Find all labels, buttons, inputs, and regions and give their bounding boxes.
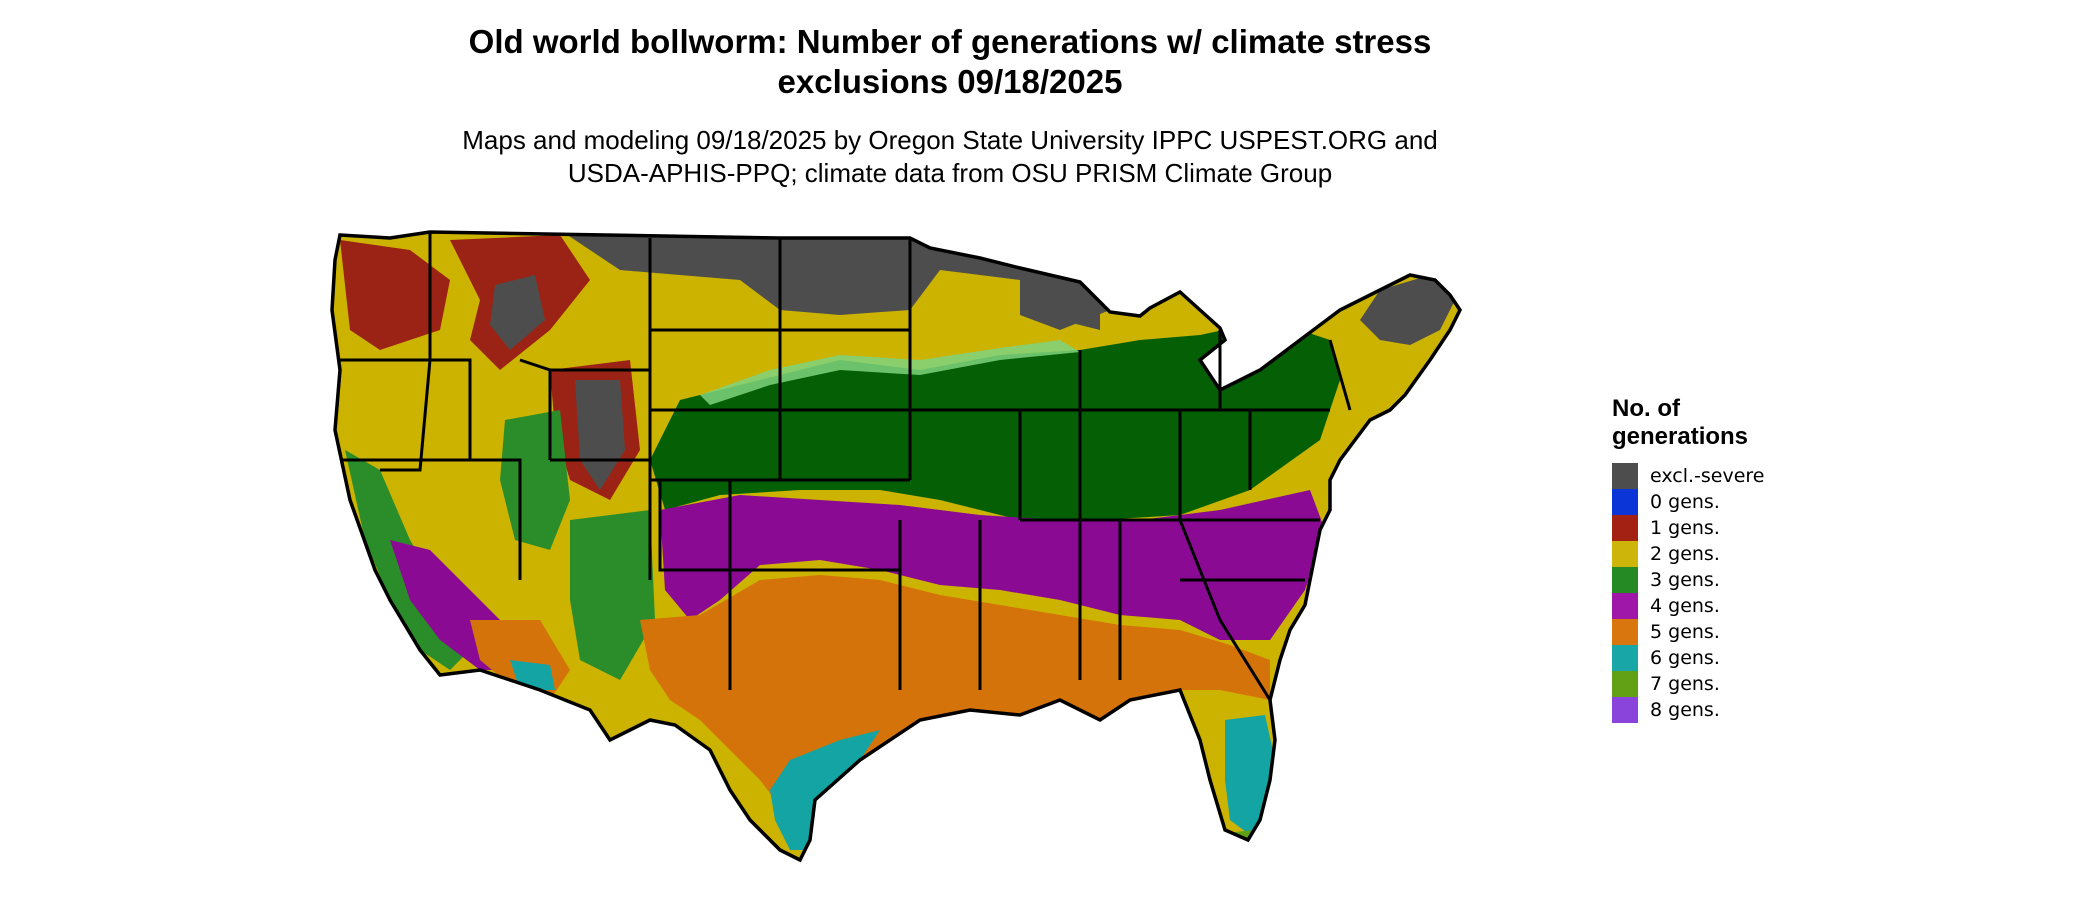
legend-item: 4 gens. — [1612, 593, 1912, 619]
legend-item: 6 gens. — [1612, 645, 1912, 671]
us-generations-map — [330, 230, 1462, 862]
region-excl-maine — [1360, 275, 1455, 345]
legend-swatch — [1612, 463, 1638, 489]
region-excl-idaho — [490, 275, 545, 350]
legend-swatch — [1612, 645, 1638, 671]
legend-item: excl.-severe — [1612, 463, 1912, 489]
legend-item: 0 gens. — [1612, 489, 1912, 515]
region-six-gens-florida — [1225, 715, 1275, 835]
legend-item: 2 gens. — [1612, 541, 1912, 567]
legend-swatch — [1612, 619, 1638, 645]
legend-label: 8 gens. — [1650, 699, 1720, 721]
region-three-gens-intermountain — [500, 410, 570, 550]
region-three-gens-fringe — [700, 340, 1080, 405]
legend-title-line-1: No. of — [1612, 395, 1680, 422]
map-subtitle: Maps and modeling 09/18/2025 by Oregon S… — [0, 124, 1900, 190]
legend-items: excl.-severe 0 gens. 1 gens. 2 gens. 3 gens.… — [1612, 463, 1912, 723]
region-four-gens-south — [660, 490, 1325, 640]
legend-item: 1 gens. — [1612, 515, 1912, 541]
legend-swatch — [1612, 671, 1638, 697]
legend-swatch — [1612, 541, 1638, 567]
legend-item: 5 gens. — [1612, 619, 1912, 645]
map-subtitle-line-1: Maps and modeling 09/18/2025 by Oregon S… — [462, 125, 1438, 155]
legend-swatch — [1612, 489, 1638, 515]
map-title: Old world bollworm: Number of generation… — [0, 22, 1900, 102]
legend-label: 3 gens. — [1650, 569, 1720, 591]
legend-label: 4 gens. — [1650, 595, 1720, 617]
region-three-gens-new-mexico — [570, 510, 655, 680]
legend-label: 1 gens. — [1650, 517, 1720, 539]
legend-label: excl.-severe — [1650, 465, 1765, 487]
legend-title-line-2: generations — [1612, 423, 1749, 450]
legend-label: 5 gens. — [1650, 621, 1720, 643]
legend-item: 3 gens. — [1612, 567, 1912, 593]
legend-item: 8 gens. — [1612, 697, 1912, 723]
legend-swatch — [1612, 697, 1638, 723]
legend-label: 6 gens. — [1650, 647, 1720, 669]
legend-swatch — [1612, 567, 1638, 593]
legend-swatch — [1612, 515, 1638, 541]
region-excl-colorado — [575, 380, 625, 490]
region-one-gen-northwest — [340, 240, 450, 350]
legend-swatch — [1612, 593, 1638, 619]
legend-label: 0 gens. — [1650, 491, 1720, 513]
state-borders — [340, 232, 1352, 701]
map-subtitle-line-2: USDA-APHIS-PPQ; climate data from OSU PR… — [567, 158, 1333, 188]
map-title-line-2: exclusions 09/18/2025 — [777, 63, 1123, 100]
legend: No. of generations excl.-severe 0 gens. 1 … — [1612, 395, 1912, 723]
map-title-line-1: Old world bollworm: Number of generation… — [468, 23, 1432, 60]
legend-item: 7 gens. — [1612, 671, 1912, 697]
legend-label: 2 gens. — [1650, 543, 1720, 565]
legend-label: 7 gens. — [1650, 673, 1720, 695]
legend-title: No. of generations — [1612, 395, 1912, 451]
